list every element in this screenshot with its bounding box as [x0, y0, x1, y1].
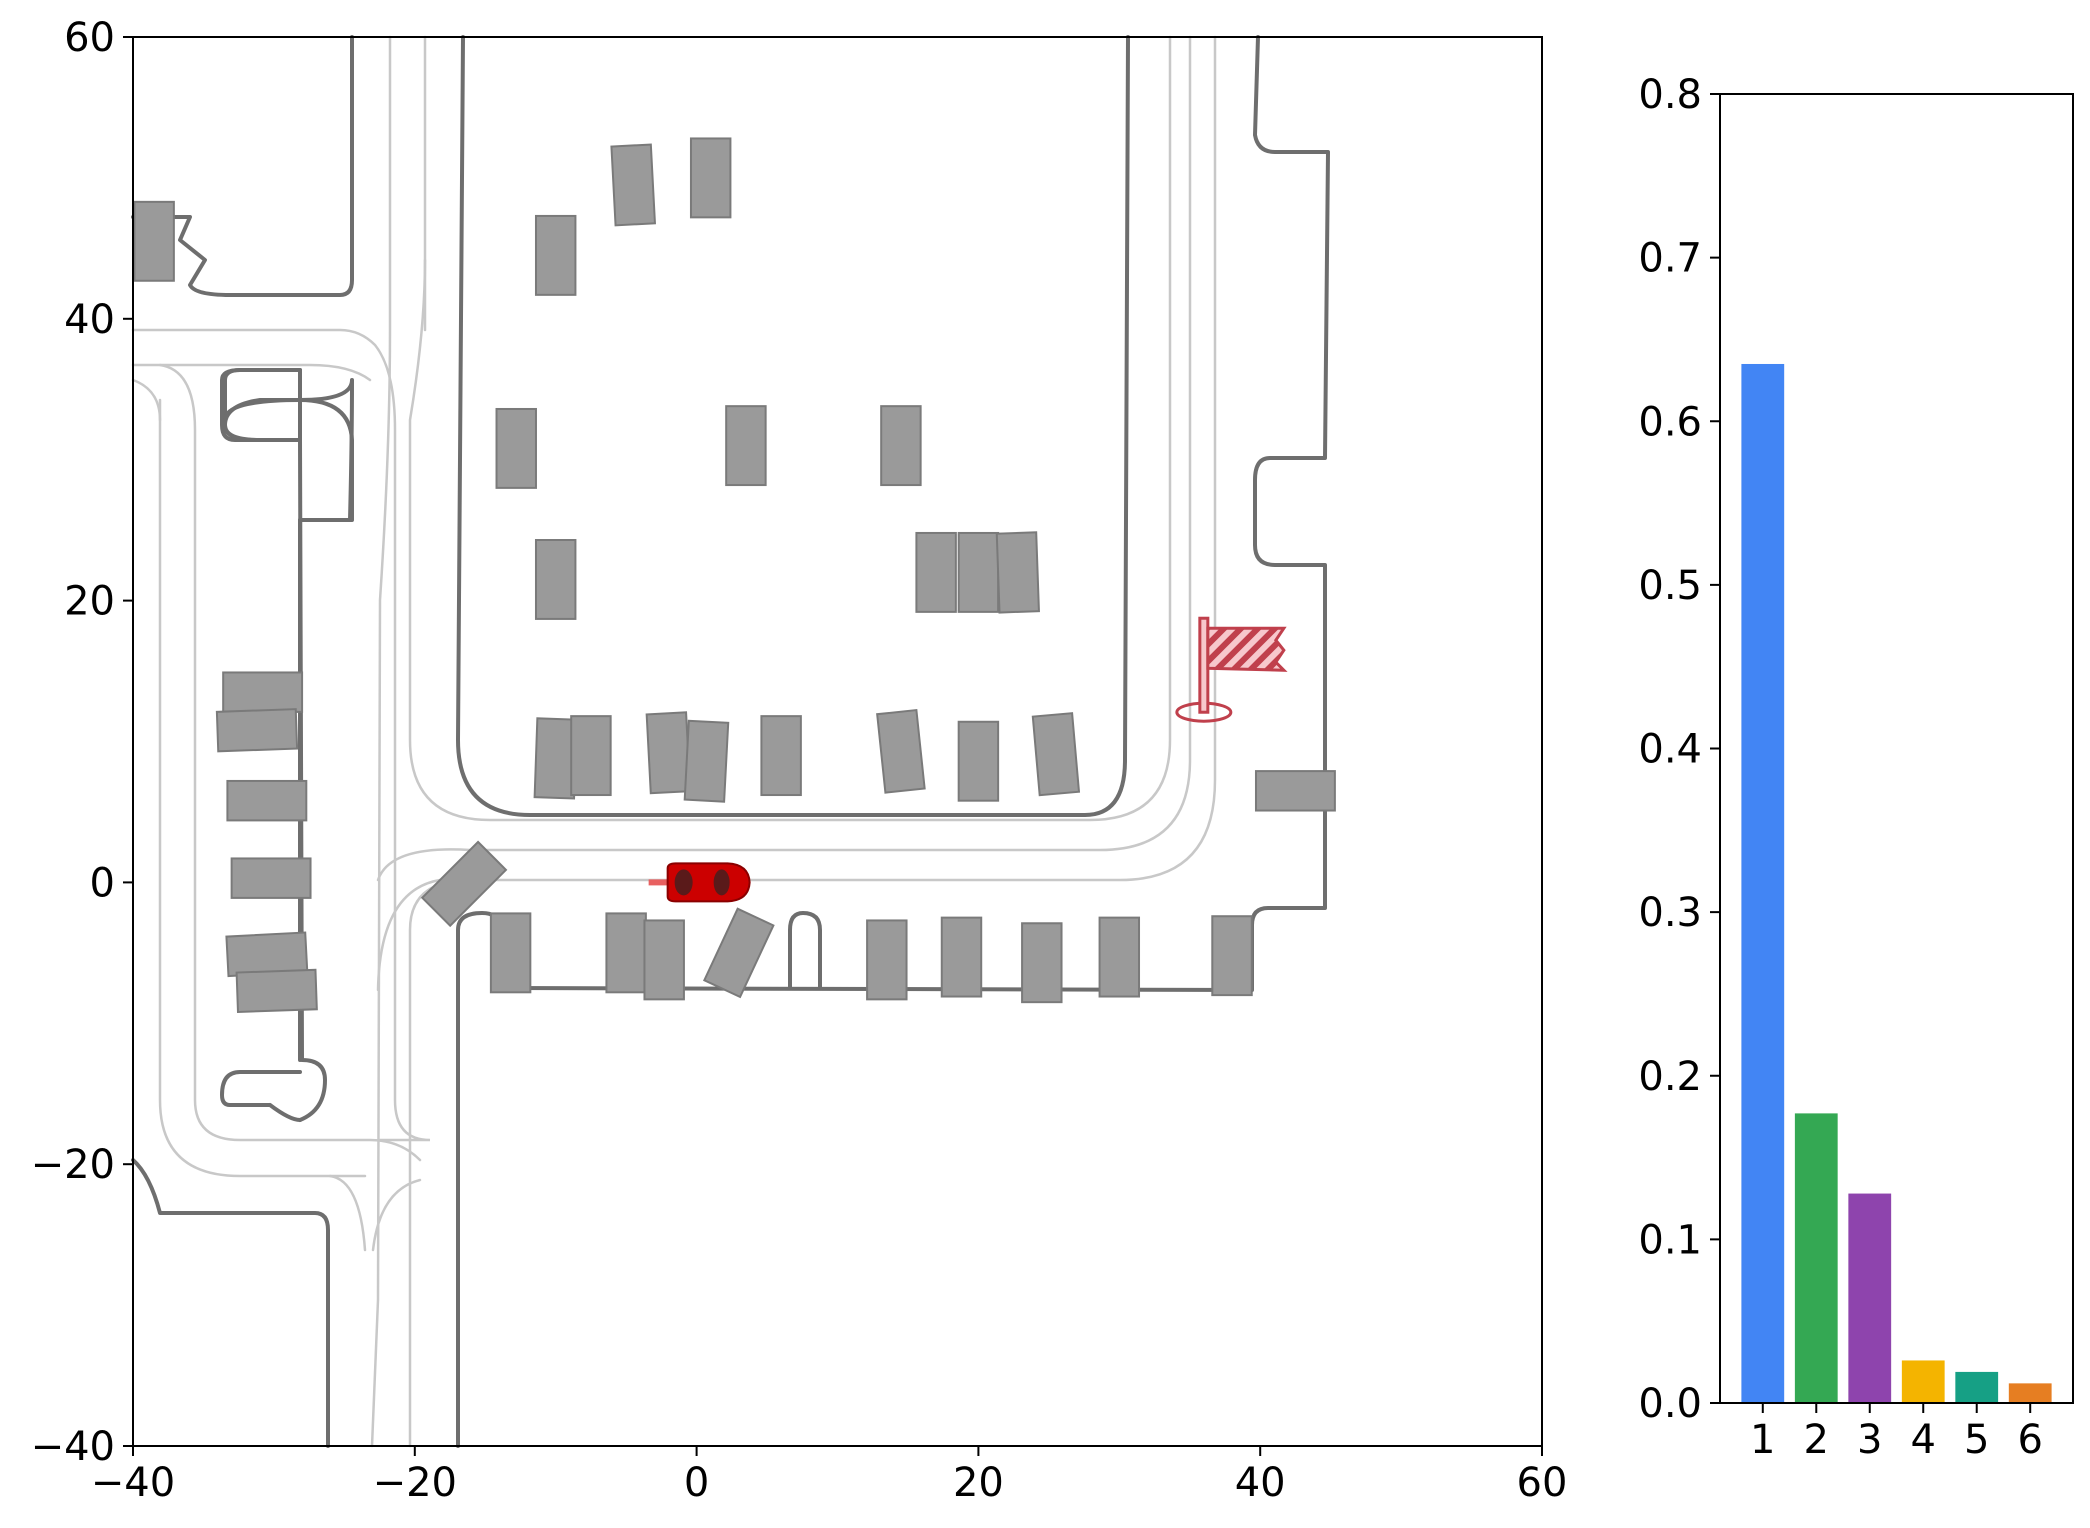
bar-y-tick-label: 0.8: [1638, 72, 1702, 118]
map-x-tick-label: 60: [1517, 1460, 1568, 1506]
bar-y-axis: 0.0 0.1 0.2 0.3 0.4 0.5 0.6 0.7 0.8: [1638, 72, 1720, 1427]
bar-y-tick-label: 0.1: [1638, 1217, 1702, 1263]
bar-x-tick-label: 2: [1804, 1417, 1829, 1463]
parked-vehicle: [420, 840, 508, 928]
parked-vehicle: [1021, 922, 1063, 1004]
parked-vehicle: [683, 719, 730, 803]
bar-x-tick-label: 5: [1964, 1417, 1989, 1463]
parked-vehicle: [570, 715, 612, 797]
bar-x-tick-label: 6: [2017, 1417, 2042, 1463]
parked-vehicle: [534, 539, 577, 620]
lane-lines: [131, 35, 1217, 1448]
bar-series: [1741, 363, 2052, 1404]
parked-vehicle: [235, 968, 318, 1014]
map-axes-frame: [132, 36, 1543, 1447]
parked-vehicle: [1211, 915, 1253, 997]
red-car-icon: [648, 862, 751, 903]
bar-3: [1848, 1193, 1892, 1403]
parked-vehicle: [605, 912, 647, 994]
bar-1: [1741, 363, 1785, 1404]
parked-vehicle: [957, 531, 1000, 613]
parked-vehicle: [760, 715, 802, 797]
bar-6: [2008, 1383, 2052, 1403]
bar-x-tick-label: 4: [1911, 1417, 1936, 1463]
map-y-tick-label: −20: [31, 1142, 115, 1188]
map-x-tick-label: −20: [373, 1460, 457, 1506]
map-y-tick-label: 20: [64, 579, 115, 625]
parked-vehicle: [645, 711, 692, 795]
parked-vehicles: [133, 137, 1336, 1014]
parked-vehicle: [1031, 712, 1081, 797]
parked-vehicle: [1254, 770, 1336, 812]
map-y-tick-label: −40: [31, 1424, 115, 1470]
bar-2: [1794, 1113, 1838, 1403]
bar-y-tick-label: 0.5: [1638, 563, 1702, 609]
map-y-tick-label: 60: [64, 15, 115, 61]
map-y-tick-label: 40: [64, 297, 115, 343]
parked-vehicle: [534, 214, 577, 296]
bar-y-tick-label: 0.3: [1638, 890, 1702, 936]
parked-vehicle: [689, 137, 732, 219]
bar-y-tick-label: 0.4: [1638, 727, 1702, 773]
goal-flag-icon: [1175, 616, 1288, 723]
parked-vehicle: [225, 931, 309, 978]
parked-vehicle: [215, 708, 299, 753]
map-x-axis: −40 −20 0 20 40 60: [91, 1446, 1568, 1506]
bar-5: [1955, 1371, 1999, 1403]
parked-vehicle: [880, 405, 922, 487]
parked-vehicle: [995, 531, 1040, 614]
parked-vehicle: [230, 857, 312, 899]
bar-4: [1901, 1360, 1945, 1403]
parked-vehicle: [226, 779, 308, 822]
parked-vehicle: [133, 200, 175, 282]
parked-vehicle: [222, 671, 304, 713]
parked-vehicle: [610, 143, 657, 227]
map-x-tick-label: 0: [684, 1460, 709, 1506]
parked-vehicle: [876, 708, 926, 794]
map-y-axis: −40 −20 0 20 40 60: [31, 15, 133, 1470]
parked-vehicle: [957, 720, 1000, 802]
bar-y-tick-label: 0.7: [1638, 236, 1702, 282]
parked-vehicle: [940, 916, 983, 998]
parked-vehicle: [702, 907, 775, 999]
parked-vehicle: [915, 531, 957, 613]
parked-vehicle: [1098, 916, 1141, 998]
bar-x-tick-label: 1: [1750, 1417, 1775, 1463]
bar-x-tick-label: 3: [1857, 1417, 1882, 1463]
map-x-tick-label: 40: [1235, 1460, 1286, 1506]
map-panel: −40 −20 0 20 40 60 −40 −20 0 20 40 60: [31, 15, 1568, 1506]
map-x-tick-label: −40: [91, 1460, 175, 1506]
map-y-tick-label: 0: [90, 860, 115, 906]
parked-vehicle: [495, 407, 537, 489]
parked-vehicle: [643, 919, 685, 1001]
parked-vehicle: [489, 912, 532, 994]
parked-vehicle: [725, 405, 767, 487]
bar-y-tick-label: 0.2: [1638, 1054, 1702, 1100]
road-boundaries: [131, 35, 1330, 1448]
parked-vehicle: [866, 919, 908, 1001]
map-x-tick-label: 20: [953, 1460, 1004, 1506]
bar-y-tick-label: 0.0: [1638, 1381, 1702, 1427]
bar-y-tick-label: 0.6: [1638, 399, 1702, 445]
